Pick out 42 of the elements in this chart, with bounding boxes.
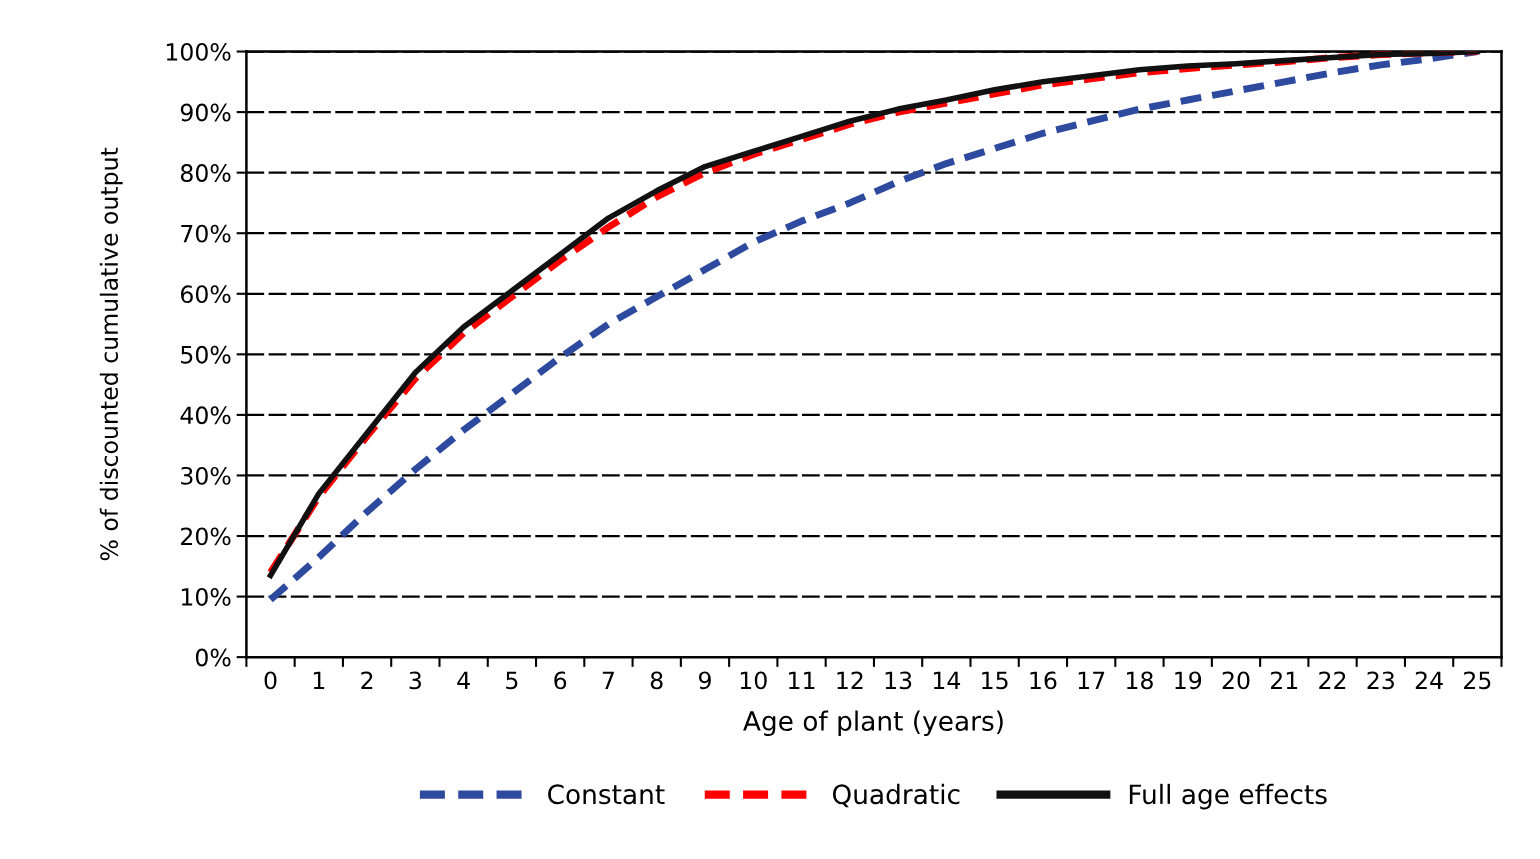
x-tick-label: 5 (506, 671, 518, 690)
x-tick-label: 19 (1175, 671, 1202, 690)
x-tick-label: 8 (650, 671, 663, 690)
x-tick-label: 12 (837, 671, 863, 689)
x-tick-label: 14 (933, 671, 961, 689)
x-tick-label: 2 (361, 671, 373, 689)
y-tick-label: 60% (180, 285, 231, 304)
legend-label: Full age effects (1129, 783, 1327, 810)
x-tick-label: 15 (982, 671, 1008, 690)
x-tick-label: 9 (698, 671, 711, 690)
y-axis-title: % of discounted cumulative output (99, 147, 123, 561)
x-tick-label: 20 (1222, 671, 1250, 690)
x-tick-label: 11 (789, 671, 815, 689)
x-tick-label: 25 (1464, 671, 1491, 690)
x-axis-title: Age of plant (years) (743, 710, 1003, 737)
y-tick-label: 30% (181, 466, 231, 485)
x-tick-label: 6 (554, 671, 567, 690)
x-tick-label: 17 (1078, 671, 1105, 689)
x-tick-label: 7 (602, 671, 614, 689)
y-tick-label: 70% (181, 224, 231, 243)
x-tick-label: 16 (1030, 671, 1057, 690)
x-tick-label: 3 (409, 671, 421, 690)
y-tick-label: 50% (181, 345, 231, 364)
y-tick-label: 0% (195, 648, 231, 667)
x-tick-label: 21 (1270, 671, 1298, 689)
x-tick-label: 1 (313, 671, 325, 689)
x-tick-label: 24 (1415, 671, 1443, 689)
y-tick-label: 90% (180, 103, 231, 122)
y-tick-label: 80% (180, 164, 231, 182)
x-tick-label: 4 (457, 671, 470, 689)
x-tick-label: 0 (264, 671, 277, 690)
legend-label: Quadratic (832, 783, 960, 808)
y-tick-label: 20% (181, 527, 231, 546)
x-tick-label: 13 (885, 671, 912, 690)
x-tick-label: 23 (1367, 671, 1394, 690)
y-tick-label: 40% (180, 406, 231, 425)
x-tick-label: 22 (1319, 671, 1346, 689)
y-tick-label: 100% (166, 42, 231, 61)
legend-label: Constant (548, 784, 665, 805)
y-tick-label: 10% (181, 588, 231, 606)
x-tick-label: 10 (740, 671, 767, 690)
x-tick-label: 18 (1127, 671, 1153, 690)
